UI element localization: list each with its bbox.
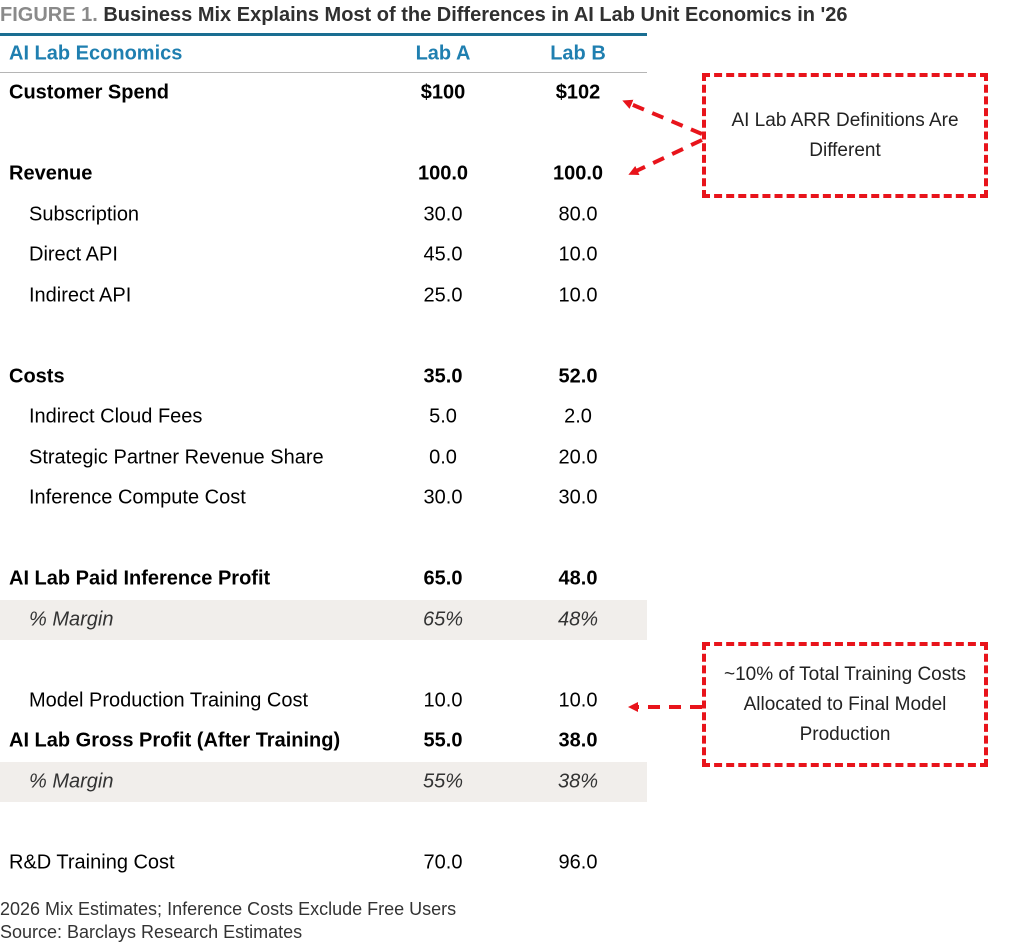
lab-b-value: 30.0 — [558, 486, 598, 509]
row-subscription: Subscription 30.0 80.0 — [0, 195, 647, 236]
row-costs: Costs 35.0 52.0 — [0, 357, 647, 398]
row-label: % Margin — [29, 770, 114, 793]
row-label: Inference Compute Cost — [29, 486, 246, 509]
row-gross-profit: AI Lab Gross Profit (After Training) 55.… — [0, 721, 647, 762]
footnote-note: 2026 Mix Estimates; Inference Costs Excl… — [0, 899, 457, 919]
lab-b-value: 10.0 — [558, 243, 598, 266]
row-gross-margin: % Margin 55% 38% — [0, 761, 647, 802]
row-label: Indirect API — [29, 284, 132, 307]
row-label: Subscription — [29, 203, 140, 226]
table-header: AI Lab Economics Lab A Lab B — [0, 33, 647, 73]
row-label: Direct API — [29, 243, 118, 266]
header-lab-b: Lab B — [550, 42, 606, 65]
lab-a-value: 0.0 — [429, 446, 457, 469]
spacer-row — [0, 519, 647, 560]
spacer-row — [0, 114, 647, 155]
row-rd-training-cost: R&D Training Cost 70.0 96.0 — [0, 843, 647, 884]
row-paid-inference-profit: AI Lab Paid Inference Profit 65.0 48.0 — [0, 559, 647, 600]
row-label: Strategic Partner Revenue Share — [29, 446, 324, 469]
lab-a-value: 100.0 — [417, 162, 469, 185]
row-inference-compute-cost: Inference Compute Cost 30.0 30.0 — [0, 478, 647, 519]
lab-a-value: 65% — [422, 608, 464, 631]
figure-label: FIGURE 1. — [0, 4, 98, 26]
lab-b-value: 100.0 — [552, 162, 604, 185]
lab-b-value: 10.0 — [558, 689, 598, 712]
lab-a-value: 35.0 — [423, 365, 463, 388]
row-revenue: Revenue 100.0 100.0 — [0, 154, 647, 195]
callout-training-allocation: ~10% of Total Training Costs Allocated t… — [702, 642, 988, 767]
lab-b-value: 2.0 — [564, 405, 592, 428]
lab-b-value: 38.0 — [558, 729, 598, 752]
callout-arr-definitions: AI Lab ARR Definitions Are Different — [702, 73, 988, 198]
lab-b-value: 80.0 — [558, 203, 598, 226]
lab-b-value: 52.0 — [558, 365, 598, 388]
lab-b-value: 48.0 — [558, 567, 598, 590]
row-label: AI Lab Gross Profit (After Training) — [9, 729, 341, 752]
lab-a-value: 30.0 — [423, 486, 463, 509]
row-indirect-api: Indirect API 25.0 10.0 — [0, 276, 647, 317]
callout-text: AI Lab ARR Definitions Are Different — [731, 109, 959, 161]
lab-b-value: 10.0 — [558, 284, 598, 307]
spacer-row — [0, 802, 647, 843]
spacer-row — [0, 640, 647, 681]
lab-a-value: 70.0 — [423, 851, 463, 874]
lab-b-value: 20.0 — [558, 446, 598, 469]
lab-a-value: 45.0 — [423, 243, 463, 266]
row-label: Indirect Cloud Fees — [29, 405, 203, 428]
lab-a-value: $100 — [420, 81, 466, 104]
row-indirect-cloud-fees: Indirect Cloud Fees 5.0 2.0 — [0, 397, 647, 438]
row-label: AI Lab Paid Inference Profit — [9, 567, 271, 590]
row-label: Revenue — [9, 162, 93, 185]
row-inference-margin: % Margin 65% 48% — [0, 599, 647, 640]
row-label: Costs — [9, 365, 65, 388]
row-label: R&D Training Cost — [9, 851, 175, 874]
row-label: Model Production Training Cost — [29, 689, 309, 712]
row-model-production-training-cost: Model Production Training Cost 10.0 10.0 — [0, 681, 647, 722]
lab-a-value: 5.0 — [429, 405, 457, 428]
lab-b-value: $102 — [555, 81, 601, 104]
lab-a-value: 25.0 — [423, 284, 463, 307]
economics-table: AI Lab Economics Lab A Lab B Customer Sp… — [0, 33, 647, 883]
lab-a-value: 55% — [422, 770, 464, 793]
spacer-row — [0, 316, 647, 357]
lab-b-value: 96.0 — [558, 851, 598, 874]
lab-a-value: 30.0 — [423, 203, 463, 226]
lab-a-value: 10.0 — [423, 689, 463, 712]
figure-title-text: Business Mix Explains Most of the Differ… — [103, 4, 848, 26]
footnote-source: Source: Barclays Research Estimates — [0, 922, 303, 942]
lab-a-value: 55.0 — [423, 729, 463, 752]
lab-b-value: 48% — [557, 608, 599, 631]
lab-b-value: 38% — [557, 770, 599, 793]
row-customer-spend: Customer Spend $100 $102 — [0, 73, 647, 114]
lab-a-value: 65.0 — [423, 567, 463, 590]
figure-title: FIGURE 1. Business Mix Explains Most of … — [0, 4, 848, 27]
header-lab-a: Lab A — [415, 42, 471, 65]
row-label: % Margin — [29, 608, 114, 631]
row-strategic-partner-revenue-share: Strategic Partner Revenue Share 0.0 20.0 — [0, 438, 647, 479]
row-label: Customer Spend — [9, 81, 170, 104]
callout-text: ~10% of Total Training Costs Allocated t… — [723, 663, 967, 745]
header-label: AI Lab Economics — [9, 42, 183, 65]
row-direct-api: Direct API 45.0 10.0 — [0, 235, 647, 276]
